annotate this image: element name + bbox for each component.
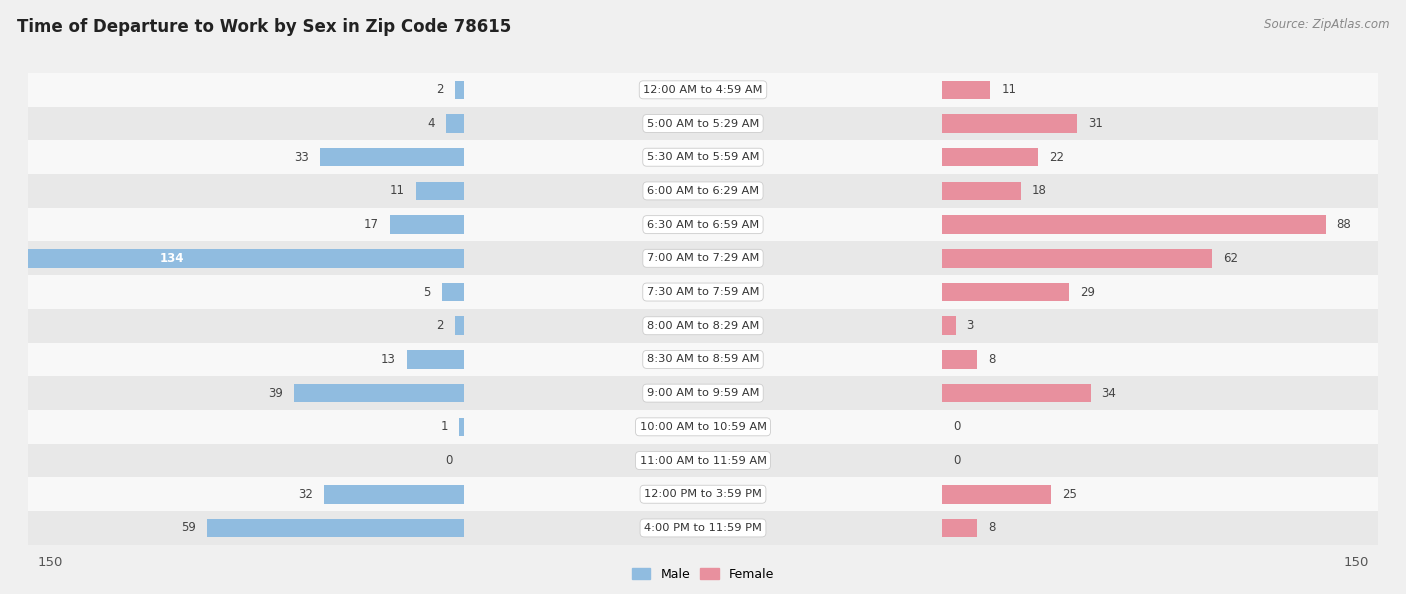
Bar <box>942 350 977 369</box>
Bar <box>942 384 1091 402</box>
Text: 3: 3 <box>966 319 974 332</box>
Bar <box>416 182 464 200</box>
Text: 11:00 AM to 11:59 AM: 11:00 AM to 11:59 AM <box>640 456 766 466</box>
Text: 11: 11 <box>1001 83 1017 96</box>
Text: 6:00 AM to 6:29 AM: 6:00 AM to 6:29 AM <box>647 186 759 196</box>
Text: 134: 134 <box>159 252 184 265</box>
Bar <box>7 478 1399 511</box>
Text: 29: 29 <box>1080 286 1095 299</box>
Text: 25: 25 <box>1062 488 1077 501</box>
Text: 59: 59 <box>181 522 195 535</box>
Text: 7:30 AM to 7:59 AM: 7:30 AM to 7:59 AM <box>647 287 759 297</box>
Text: 0: 0 <box>953 421 960 434</box>
Text: 5: 5 <box>423 286 430 299</box>
Bar <box>454 317 464 335</box>
Bar <box>942 283 1069 301</box>
Text: 22: 22 <box>1049 151 1064 164</box>
Text: Source: ZipAtlas.com: Source: ZipAtlas.com <box>1264 18 1389 31</box>
Bar <box>942 182 1021 200</box>
Bar <box>942 249 1212 267</box>
Text: 12:00 AM to 4:59 AM: 12:00 AM to 4:59 AM <box>644 85 762 95</box>
Bar <box>7 309 1399 343</box>
Bar <box>319 148 464 166</box>
Bar <box>7 275 1399 309</box>
Bar <box>446 114 464 133</box>
Text: 4: 4 <box>427 117 436 130</box>
Bar <box>942 114 1077 133</box>
Text: 13: 13 <box>381 353 396 366</box>
Text: 8:30 AM to 8:59 AM: 8:30 AM to 8:59 AM <box>647 355 759 365</box>
Text: 8: 8 <box>988 522 995 535</box>
Text: 11: 11 <box>389 184 405 197</box>
Bar <box>294 384 464 402</box>
Text: Time of Departure to Work by Sex in Zip Code 78615: Time of Departure to Work by Sex in Zip … <box>17 18 512 36</box>
Bar <box>942 81 990 99</box>
Text: 5:00 AM to 5:29 AM: 5:00 AM to 5:29 AM <box>647 119 759 128</box>
Bar <box>942 216 1326 234</box>
Bar <box>7 242 1399 275</box>
Bar <box>7 376 1399 410</box>
Text: 0: 0 <box>953 454 960 467</box>
Bar <box>7 511 1399 545</box>
Bar <box>406 350 464 369</box>
Text: 6:30 AM to 6:59 AM: 6:30 AM to 6:59 AM <box>647 220 759 230</box>
Bar <box>7 73 1399 107</box>
Bar <box>942 317 956 335</box>
Bar <box>389 216 464 234</box>
Bar <box>7 343 1399 376</box>
Bar <box>7 208 1399 242</box>
Text: 8: 8 <box>988 353 995 366</box>
Text: 9:00 AM to 9:59 AM: 9:00 AM to 9:59 AM <box>647 388 759 398</box>
Text: 2: 2 <box>436 319 444 332</box>
Text: 2: 2 <box>436 83 444 96</box>
Bar <box>7 107 1399 140</box>
Text: 17: 17 <box>364 218 378 231</box>
Bar <box>454 81 464 99</box>
Bar <box>942 519 977 537</box>
Text: 4:00 PM to 11:59 PM: 4:00 PM to 11:59 PM <box>644 523 762 533</box>
Text: 12:00 PM to 3:59 PM: 12:00 PM to 3:59 PM <box>644 489 762 499</box>
Bar <box>942 148 1038 166</box>
Bar <box>7 410 1399 444</box>
Text: 33: 33 <box>294 151 309 164</box>
Bar <box>460 418 464 436</box>
Text: 34: 34 <box>1101 387 1116 400</box>
Text: 5:30 AM to 5:59 AM: 5:30 AM to 5:59 AM <box>647 152 759 162</box>
Text: 18: 18 <box>1032 184 1046 197</box>
Text: 1: 1 <box>441 421 449 434</box>
Bar <box>7 140 1399 174</box>
Text: 88: 88 <box>1337 218 1351 231</box>
Bar <box>441 283 464 301</box>
Text: 39: 39 <box>269 387 283 400</box>
Text: 8:00 AM to 8:29 AM: 8:00 AM to 8:29 AM <box>647 321 759 331</box>
Legend: Male, Female: Male, Female <box>631 568 775 580</box>
Text: 10:00 AM to 10:59 AM: 10:00 AM to 10:59 AM <box>640 422 766 432</box>
Bar <box>942 485 1052 504</box>
Bar <box>207 519 464 537</box>
Bar <box>7 174 1399 208</box>
Bar <box>7 444 1399 478</box>
Text: 32: 32 <box>298 488 314 501</box>
Text: 62: 62 <box>1223 252 1239 265</box>
Text: 31: 31 <box>1088 117 1104 130</box>
Text: 7:00 AM to 7:29 AM: 7:00 AM to 7:29 AM <box>647 253 759 263</box>
Bar <box>0 249 464 267</box>
Bar <box>325 485 464 504</box>
Text: 0: 0 <box>446 454 453 467</box>
